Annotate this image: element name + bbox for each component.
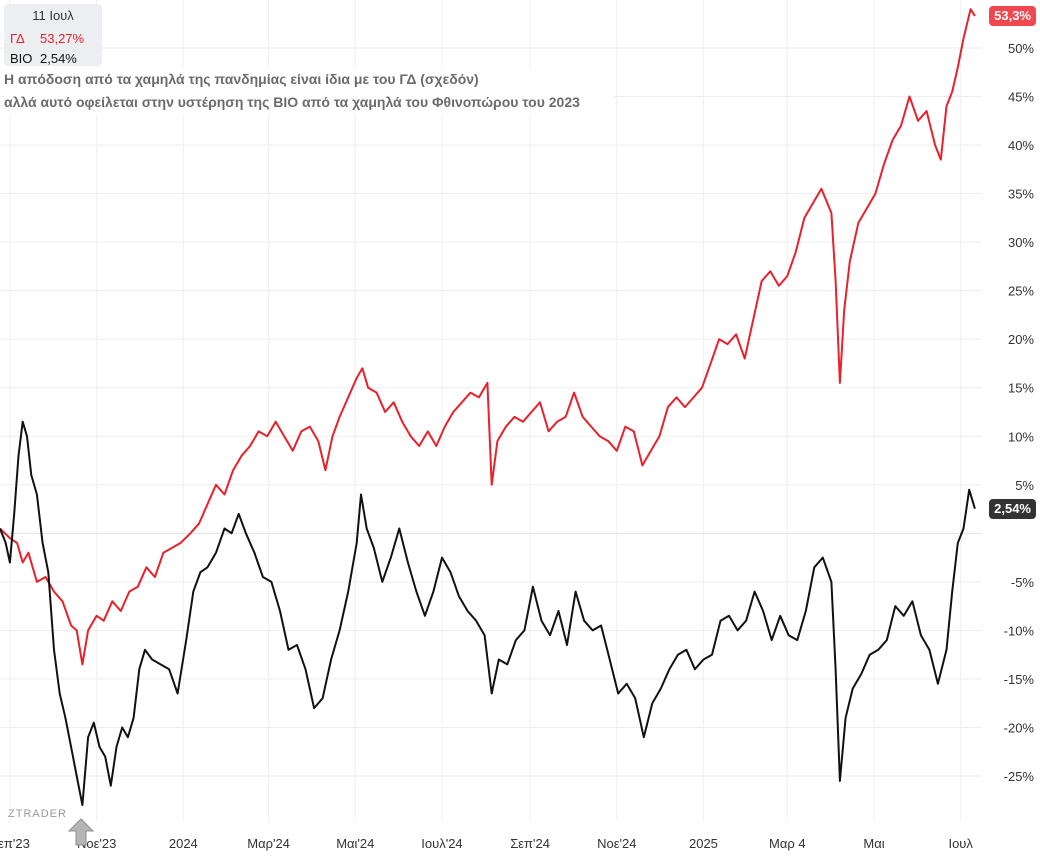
x-tick-label: Μαι <box>863 836 884 851</box>
legend-row-gd: ΓΔ 53,27% <box>10 31 84 46</box>
x-tick-label: Νοε'24 <box>597 836 636 851</box>
y-tick-label: -20% <box>1004 720 1035 735</box>
y-tick-label: -10% <box>1004 623 1035 638</box>
legend-date: 11 Ιουλ <box>32 8 74 23</box>
x-tick-label: 2024 <box>169 836 198 851</box>
watermark: ZTRADER <box>8 808 67 820</box>
up-arrow-icon <box>68 818 94 846</box>
legend-row-bio: BIO 2,54% <box>10 51 77 66</box>
y-tick-label: 50% <box>1008 41 1034 56</box>
y-tick-label: -5% <box>1011 575 1035 590</box>
legend-value-gd: 53,27% <box>40 31 85 46</box>
legend-box: 11 Ιουλ ΓΔ 53,27% BIO 2,54% <box>4 4 102 66</box>
series-line-bio <box>0 420 976 807</box>
y-tick-label: 35% <box>1008 187 1034 202</box>
y-tick-label: 15% <box>1008 381 1034 396</box>
y-tick-label: 45% <box>1008 90 1034 105</box>
x-tick-label: Μαι'24 <box>336 836 374 851</box>
x-tick-label: Ιουλ'24 <box>421 836 462 851</box>
y-tick-label: -25% <box>1004 769 1035 784</box>
y-axis: 50% 45% 40% 35% 30% 25% 20% 15% 10% 5% -5% -10% -15%… <box>1004 41 1035 784</box>
legend-value-bio: 2,54% <box>40 51 77 66</box>
x-tick-label: 2025 <box>689 836 718 851</box>
x-tick-label: Μαρ'24 <box>247 836 290 851</box>
last-value-badge-bio: 2,54% <box>989 498 1036 519</box>
last-value-badge-gd: 53,3% <box>989 5 1036 26</box>
y-tick-label: 10% <box>1008 429 1034 444</box>
y-tick-label: 40% <box>1008 138 1034 153</box>
series-line-gd <box>0 8 976 666</box>
x-tick-label: Μαρ 4 <box>769 836 806 851</box>
y-tick-label: 20% <box>1008 332 1034 347</box>
grid-lines <box>0 0 982 822</box>
y-tick-label: -15% <box>1004 672 1035 687</box>
legend-name-bio: BIO <box>10 51 33 66</box>
x-tick-label: Ιουλ <box>948 836 973 851</box>
y-tick-label: 30% <box>1008 235 1034 250</box>
annotation-box: Η απόδοση από τα χαμηλά της πανδημίας εί… <box>4 68 614 114</box>
y-tick-label: 25% <box>1008 284 1034 299</box>
annotation-line-2: αλλά αυτό οφείλεται στην υστέρηση της BI… <box>4 94 580 110</box>
x-tick-label: Σεπ'24 <box>510 836 550 851</box>
x-tick-label: Σεπ'23 <box>0 836 30 851</box>
annotation-line-1: Η απόδοση από τα χαμηλά της πανδημίας εί… <box>4 71 479 87</box>
legend-name-gd: ΓΔ <box>10 31 25 46</box>
series-lines <box>0 8 976 807</box>
y-tick-label: 5% <box>1015 478 1034 493</box>
x-axis: Σεπ'23 Νοε'23 2024 Μαρ'24 Μαι'24 Ιουλ'24 Σεπ'2… <box>0 836 973 851</box>
x-tick-label: Νοε'23 <box>77 836 116 851</box>
